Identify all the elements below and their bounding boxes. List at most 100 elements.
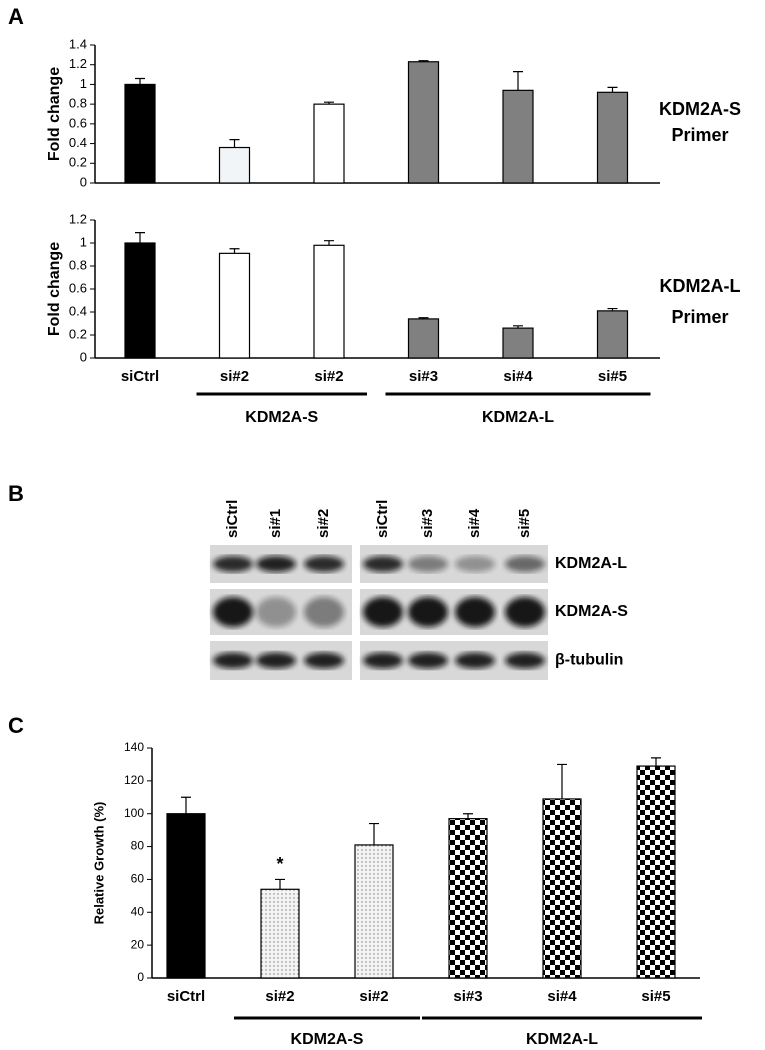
error-bar <box>513 325 523 329</box>
x-tick-label: si#3 <box>409 368 438 385</box>
x-tick-label: si#4 <box>503 368 533 385</box>
blot-lane-label: si#4 <box>466 508 483 538</box>
y-tick-label: 100 <box>124 806 144 820</box>
blot-lane-label: si#3 <box>419 509 436 538</box>
y-tick-label: 0 <box>137 970 144 984</box>
blot-band <box>213 556 253 572</box>
y-tick-label: 0.2 <box>69 155 87 170</box>
error-bar <box>324 101 334 105</box>
x-tick-label: siCtrl <box>121 368 159 385</box>
blot-band <box>505 597 545 627</box>
western-blot <box>210 545 548 680</box>
blot-lane-label: si#2 <box>315 509 332 538</box>
y-tick-label: 1 <box>80 76 87 91</box>
blot-lane-label: si#5 <box>516 509 533 538</box>
bar <box>124 242 156 359</box>
blot-band <box>455 652 495 669</box>
y-axis-label: Fold change <box>46 67 63 161</box>
y-tick-label: 140 <box>124 740 144 754</box>
y-tick-label: 1.2 <box>69 56 87 71</box>
blot-band <box>408 652 448 669</box>
x-tick-label: si#5 <box>641 988 670 1005</box>
blot-band <box>304 652 344 669</box>
y-tick-label: 0.4 <box>69 303 87 318</box>
y-tick-label: 60 <box>131 872 145 886</box>
blot-band <box>363 597 403 627</box>
blot-row-label: KDM2A-L <box>555 555 627 572</box>
error-bar <box>229 248 240 254</box>
error-bar <box>275 878 285 890</box>
bar <box>596 91 629 184</box>
panel-label: A <box>8 4 24 29</box>
y-tick-label: 1.2 <box>69 211 87 226</box>
annotation: Primer <box>671 307 728 327</box>
y-tick-label: 0.2 <box>69 326 87 341</box>
bar <box>502 327 534 359</box>
error-bar <box>135 232 145 243</box>
error-bar <box>513 71 523 91</box>
annotation: KDM2A-S <box>659 99 741 119</box>
blot-band <box>256 597 296 627</box>
y-tick-label: 1 <box>80 234 87 249</box>
bar <box>124 83 156 184</box>
x-tick-label: si#2 <box>265 988 294 1005</box>
x-tick-label: si#3 <box>453 988 482 1005</box>
bar <box>448 818 488 979</box>
blot-band <box>256 556 296 572</box>
blot-band <box>304 597 344 627</box>
x-tick-label: si#2 <box>314 368 343 385</box>
blot-band <box>213 652 253 669</box>
blot-band <box>408 556 448 572</box>
y-axis-label: Relative Growth (%) <box>91 802 106 925</box>
y-tick-label: 120 <box>124 773 144 787</box>
annotation: KDM2A-L <box>660 276 741 296</box>
error-bar <box>369 822 379 845</box>
bar <box>354 844 394 979</box>
y-tick-label: 1.4 <box>69 36 87 51</box>
bar <box>502 89 534 184</box>
error-bar <box>607 307 618 311</box>
y-tick-label: 40 <box>131 904 145 918</box>
error-bar <box>651 757 661 767</box>
group-label: KDM2A-S <box>291 1031 364 1048</box>
bar <box>166 813 206 979</box>
group-label: KDM2A-L <box>482 409 554 426</box>
panel-label: B <box>8 481 24 506</box>
annotation: * <box>276 854 283 874</box>
error-bar <box>418 317 429 319</box>
x-tick-label: si#2 <box>359 988 388 1005</box>
y-tick-label: 0.8 <box>69 96 87 111</box>
blot-lane-label: siCtrl <box>374 500 391 538</box>
error-bar <box>181 796 191 814</box>
blot-row-label: KDM2A-S <box>555 603 628 620</box>
blot-band <box>408 597 448 627</box>
y-tick-label: 80 <box>131 839 145 853</box>
error-bar <box>557 763 567 799</box>
bar <box>313 103 345 184</box>
blot-band <box>505 652 545 669</box>
blot-band <box>363 652 403 669</box>
bar <box>218 252 251 359</box>
blot-band <box>213 597 253 627</box>
bar <box>596 310 629 359</box>
blot-band <box>363 556 403 572</box>
x-tick-label: si#5 <box>598 368 627 385</box>
blot-band <box>455 556 495 572</box>
group-label: KDM2A-L <box>526 1031 598 1048</box>
x-tick-label: siCtrl <box>167 988 205 1005</box>
y-tick-label: 0.4 <box>69 135 87 150</box>
blot-band <box>455 597 495 627</box>
bar <box>542 798 582 979</box>
annotation: Primer <box>671 125 728 145</box>
blot-row-label: β-tubulin <box>555 652 623 669</box>
panel-label: C <box>8 713 24 738</box>
error-bar <box>607 86 618 93</box>
error-bar <box>324 240 334 246</box>
y-tick-label: 0.6 <box>69 115 87 130</box>
group-label: KDM2A-S <box>245 409 318 426</box>
error-bar <box>229 139 240 148</box>
blot-band <box>256 652 296 669</box>
y-axis-label: Fold change <box>46 242 63 336</box>
y-tick-label: 0 <box>80 349 87 364</box>
